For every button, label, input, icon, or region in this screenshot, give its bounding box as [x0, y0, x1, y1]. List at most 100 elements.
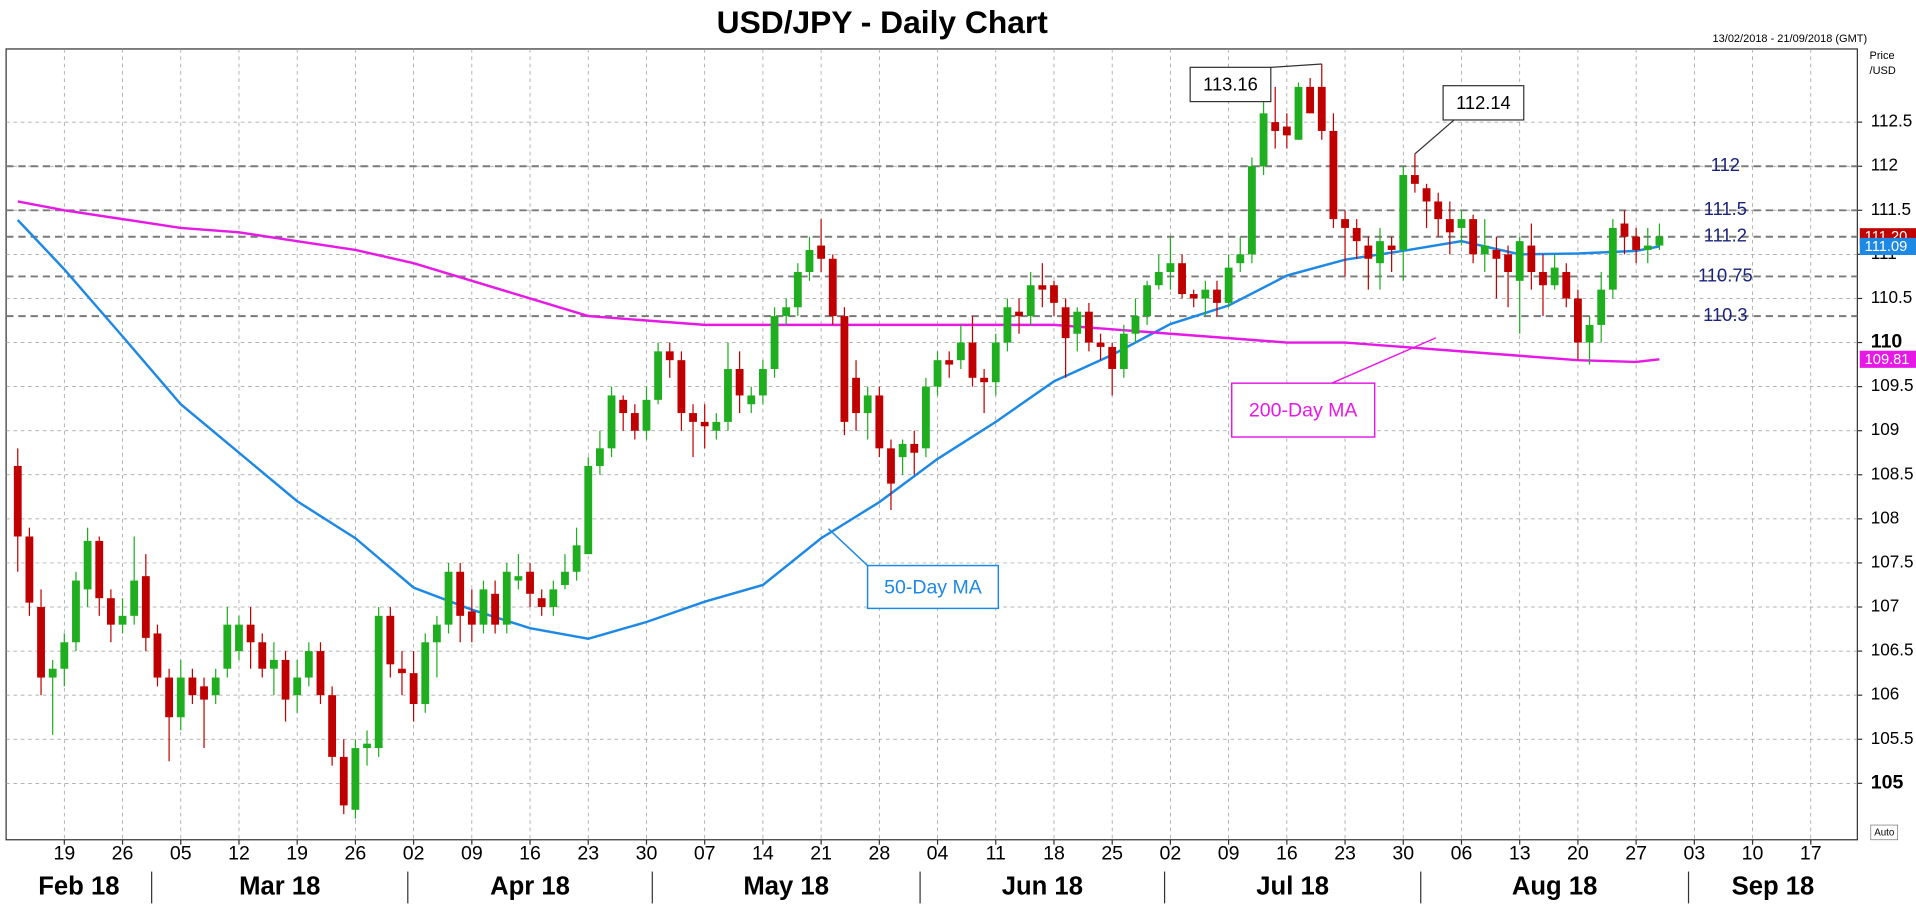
candle-body	[1376, 241, 1384, 264]
x-tick-label: 11	[986, 843, 1006, 865]
candle-body	[1504, 254, 1512, 273]
candle-body	[1341, 219, 1349, 228]
candle-body	[60, 642, 69, 669]
candle	[1248, 157, 1256, 264]
candle-body	[770, 316, 779, 369]
candle-body	[1189, 294, 1198, 299]
candle-body	[1248, 166, 1256, 255]
candle	[83, 527, 92, 608]
candle	[700, 404, 709, 449]
candle-body	[1562, 272, 1571, 299]
candle	[1131, 298, 1140, 343]
candle-body	[514, 576, 523, 581]
candle	[188, 668, 197, 704]
candle	[1073, 307, 1082, 352]
candle	[689, 404, 697, 458]
candle-body	[1434, 201, 1443, 220]
candle	[1224, 254, 1233, 308]
x-tick-label: 17	[1800, 843, 1822, 865]
candle-body	[1574, 298, 1582, 343]
y-tick-label: 108.5	[1871, 464, 1914, 483]
candle-body	[1003, 307, 1012, 343]
candle-body	[1119, 333, 1128, 369]
candle	[281, 651, 290, 722]
candle-body	[1026, 285, 1035, 317]
candle	[1399, 166, 1408, 281]
candle	[1119, 324, 1128, 378]
candle-body	[735, 368, 744, 396]
scale-mode[interactable]: Auto	[1874, 828, 1895, 839]
y-tick-label: 112.5	[1871, 112, 1913, 131]
candle	[269, 642, 278, 696]
candle	[1643, 227, 1652, 264]
candle-body	[630, 413, 639, 431]
candle	[549, 580, 558, 616]
candle-body	[1352, 227, 1361, 242]
candle-body	[642, 399, 651, 431]
candle	[1562, 263, 1571, 308]
legend-box	[866, 564, 1000, 610]
x-tick-label: 06	[1451, 843, 1473, 865]
candle-body	[444, 571, 453, 625]
x-tick-label: 23	[577, 843, 599, 865]
candle	[1015, 298, 1023, 334]
candle-body	[933, 360, 942, 387]
candle-body	[1143, 285, 1152, 317]
candle-body	[1399, 175, 1408, 250]
candle-body	[817, 245, 826, 259]
y-tick-label: 109.5	[1871, 376, 1914, 395]
candle	[735, 351, 744, 414]
candle-body	[83, 540, 92, 590]
candle	[1259, 95, 1268, 176]
annotation-pointer	[1414, 119, 1455, 155]
month-label: May 18	[743, 872, 829, 900]
candle	[1376, 227, 1384, 290]
candle	[1504, 245, 1512, 308]
x-tick-label: 28	[868, 843, 890, 865]
candle-body	[1306, 86, 1315, 114]
candle	[1434, 192, 1443, 237]
candle-body	[386, 615, 395, 665]
x-tick-label: 25	[1101, 843, 1123, 865]
y-tick-label: 112	[1871, 156, 1898, 175]
candle-body	[584, 465, 593, 555]
candle	[607, 386, 616, 458]
candle	[1108, 342, 1117, 396]
candle-body	[887, 448, 895, 484]
x-tick-label: 19	[53, 843, 75, 865]
candle	[13, 448, 22, 572]
candle	[619, 395, 628, 431]
candle-body	[758, 368, 767, 396]
candle	[1527, 223, 1536, 290]
candle	[1166, 236, 1175, 290]
candle	[747, 386, 756, 414]
candle-body	[991, 342, 1000, 383]
level-label: 111.2	[1704, 225, 1747, 246]
candle	[95, 536, 104, 616]
candle	[421, 633, 430, 713]
candle	[1411, 153, 1419, 193]
scale-mode-box[interactable]	[1870, 824, 1899, 841]
candle	[595, 430, 604, 475]
candle	[898, 439, 907, 475]
candle-body	[1201, 289, 1210, 299]
candle	[1608, 219, 1617, 299]
x-tick-label: 10	[1742, 843, 1764, 865]
candle	[1341, 210, 1349, 277]
candle-body	[1015, 311, 1023, 317]
candle	[1469, 214, 1478, 264]
candle-body	[1527, 245, 1536, 273]
candle-body	[246, 624, 255, 643]
candle-body	[1422, 188, 1431, 202]
candle	[1620, 210, 1629, 255]
candle	[211, 668, 220, 704]
chart-title: USD/JPY - Daily Chart	[717, 4, 1049, 40]
candle	[1154, 254, 1163, 290]
candle-body	[910, 443, 919, 453]
x-tick-label: 07	[694, 843, 716, 865]
candle	[304, 642, 313, 687]
x-tick-label: 16	[1276, 843, 1298, 865]
candle-body	[1469, 219, 1478, 255]
candle-body	[1539, 272, 1547, 286]
candle	[561, 554, 569, 590]
